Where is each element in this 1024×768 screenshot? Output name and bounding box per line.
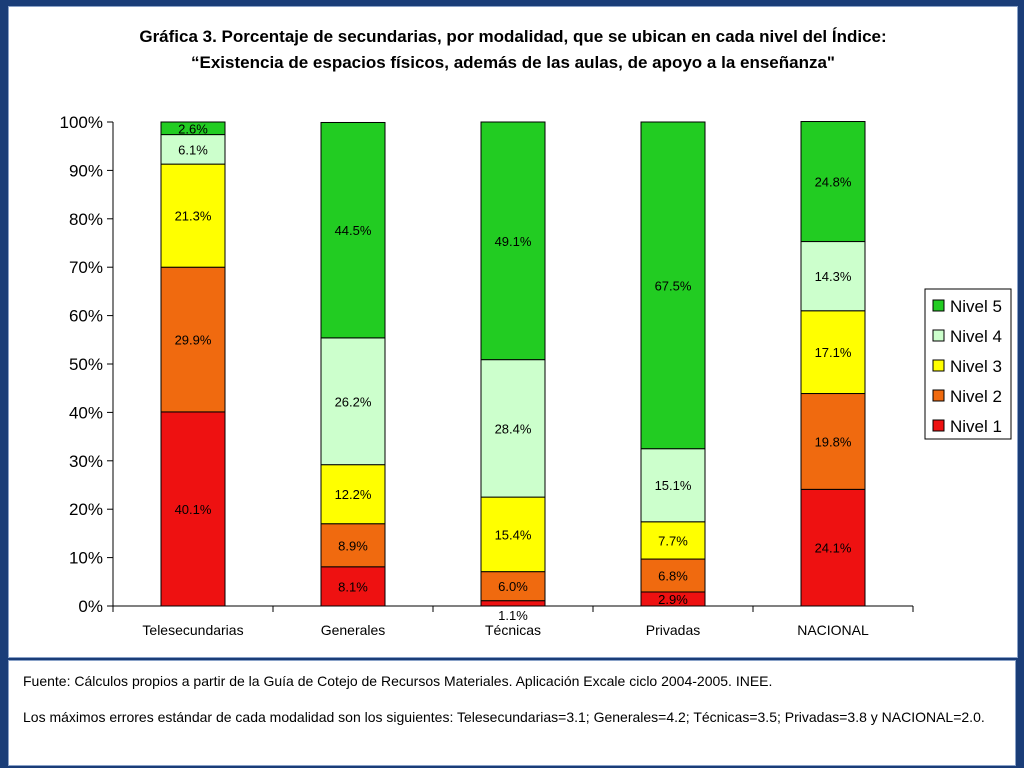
data-label: 8.1% [338,579,368,594]
y-tick-label: 80% [69,210,103,229]
legend-label: Nivel 5 [950,297,1002,316]
y-tick-label: 100% [60,113,103,132]
data-label: 17.1% [815,345,852,360]
data-label: 49.1% [495,234,532,249]
chart-panel: Gráfica 3. Porcentaje de secundarias, po… [8,6,1018,658]
data-label: 6.8% [658,569,688,584]
legend-label: Nivel 2 [950,387,1002,406]
bar-segment-nivel-4 [640,448,706,523]
data-label: 14.3% [815,269,852,284]
data-label: 2.6% [178,121,208,136]
y-tick-label: 10% [69,549,103,568]
data-label: 40.1% [175,502,212,517]
bar-segment-nivel-1 [800,488,866,607]
x-tick-label: Privadas [646,622,700,638]
legend-swatch [932,329,945,342]
legend-label: Nivel 3 [950,357,1002,376]
bar-segment-nivel-2 [640,558,706,593]
standard-error-note: Los máximos errores estándar de cada mod… [23,709,985,725]
legend-swatch [932,419,945,432]
bar-segment-nivel-3 [320,464,386,525]
y-tick-label: 90% [69,161,103,180]
x-tick-label: Telesecundarias [142,622,243,638]
stacked-bar-chart: 0% 10% 20% 30% 40% 50% 60% 70% 80% 90% 100% 40.1% 29… [60,113,1012,638]
y-tick-label: 70% [69,258,103,277]
y-tick-label: 40% [69,403,103,422]
bar-segment-nivel-3 [640,521,706,560]
legend-swatch [932,299,945,312]
data-label: 7.7% [658,533,688,548]
data-label: 24.1% [815,541,852,556]
x-tick-label: NACIONAL [797,622,869,638]
x-tick-label: Generales [321,622,386,638]
bar-segment-nivel-3 [800,310,866,395]
y-tick-label: 20% [69,500,103,519]
data-label: 44.5% [335,223,372,238]
bar-segment-nivel-5 [640,121,706,450]
legend-swatch [932,359,945,372]
data-label: 29.9% [175,333,212,348]
bar-segment-nivel-5 [160,121,226,136]
data-label: 6.0% [498,579,528,594]
bar-segment-nivel-4 [320,337,386,466]
bar-segment-nivel-5 [480,121,546,361]
data-label: 24.8% [815,175,852,190]
bar-segment-nivel-2 [800,393,866,490]
legend-label: Nivel 1 [950,417,1002,436]
data-label: 12.2% [335,487,372,502]
legend-label: Nivel 4 [950,327,1002,346]
bar-segment-nivel-3 [160,163,226,268]
data-label: 15.1% [655,478,692,493]
bar-segment-nivel-5 [800,121,866,243]
bar-segment-nivel-5 [320,121,386,339]
notes-panel: Fuente: Cálculos propios a partir de la … [8,660,1016,766]
x-tick-label: Técnicas [485,622,541,638]
legend-swatch [932,389,945,402]
data-label: 19.8% [815,434,852,449]
data-label: 8.9% [338,538,368,553]
data-label: 1.1% [498,608,528,623]
y-tick-label: 30% [69,452,103,471]
source-note: Fuente: Cálculos propios a partir de la … [23,673,773,689]
bar-segment-nivel-1 [480,600,546,607]
chart-title-line-1: Gráfica 3. Porcentaje de secundarias, po… [139,27,887,46]
y-tick-label: 0% [78,597,103,616]
y-tick-label: 50% [69,355,103,374]
data-label: 2.9% [658,592,688,607]
data-label: 67.5% [655,278,692,293]
data-label: 26.2% [335,394,372,409]
data-label: 6.1% [178,142,208,157]
bar-segment-nivel-2 [320,523,386,568]
bar-segment-nivel-1 [320,566,386,607]
bar-segment-nivel-4 [800,241,866,312]
data-label: 28.4% [495,421,532,436]
bar-segment-nivel-4 [160,134,226,165]
data-label: 15.4% [495,527,532,542]
chart-title-line-2: “Existencia de espacios físicos, además … [191,53,835,72]
data-label: 21.3% [175,209,212,224]
y-tick-label: 60% [69,307,103,326]
